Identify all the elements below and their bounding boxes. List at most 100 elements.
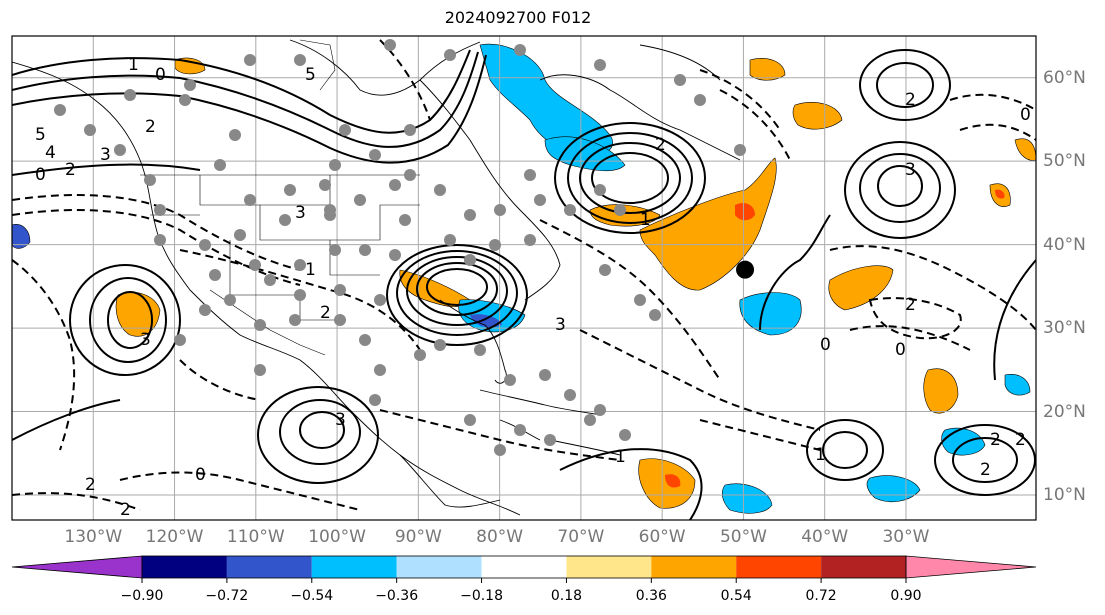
- station-dot: [279, 214, 291, 226]
- station-dot: [489, 239, 501, 251]
- station-dot: [634, 294, 646, 306]
- station-dot: [294, 289, 306, 301]
- colorbar-tick-label: 0.54: [720, 588, 752, 604]
- closed-contour-eastpac-1: [257, 386, 379, 484]
- colorbar-segment: [566, 556, 652, 578]
- shade-blue-far-east-low: [1004, 374, 1031, 396]
- contour-jet-4: [12, 163, 201, 176]
- station-dot: [474, 344, 486, 356]
- contour-label: 2: [120, 500, 131, 520]
- station-dot: [369, 394, 381, 406]
- shade-red-atlantic: [735, 203, 755, 221]
- contour-label: 1: [305, 260, 316, 280]
- colorbar-tick-label: −0.18: [460, 588, 503, 604]
- station-dot: [324, 204, 336, 216]
- station-dot: [414, 349, 426, 361]
- station-dot: [564, 204, 576, 216]
- station-dot: [354, 194, 366, 206]
- closed-contour-southeast-us-4: [416, 262, 498, 316]
- station-dot: [494, 204, 506, 216]
- closed-contour-southeast-us-5: [426, 268, 488, 306]
- contour-label: 2: [145, 117, 156, 137]
- point-marker: [736, 260, 755, 279]
- latitude-label: 50°N: [1043, 151, 1086, 172]
- station-dot: [254, 364, 266, 376]
- longitude-label: 70°W: [557, 527, 605, 547]
- station-dot: [374, 294, 386, 306]
- colorbar-segment: [311, 556, 397, 578]
- station-dot: [369, 149, 381, 161]
- station-dot: [339, 124, 351, 136]
- contour-east-edge: [993, 259, 1036, 381]
- contour-label: 2: [990, 430, 1001, 450]
- station-dot: [249, 259, 261, 271]
- station-dot: [389, 249, 401, 261]
- station-dot: [254, 319, 266, 331]
- closed-contour-tropics-1: [806, 419, 884, 481]
- station-dot: [179, 94, 191, 106]
- colorbar-segment: [821, 556, 906, 578]
- contour-label: 4: [45, 143, 56, 163]
- station-dot: [404, 169, 416, 181]
- contour-label: 2: [980, 460, 991, 480]
- station-dot: [289, 314, 301, 326]
- station-dot: [434, 339, 446, 351]
- shade-orange-greenland: [749, 58, 786, 81]
- closed-contour-southeast-us-1: [386, 244, 528, 346]
- longitude-label: 120°W: [145, 527, 204, 547]
- station-dot: [284, 184, 296, 196]
- contour-label: 5: [305, 65, 316, 85]
- closed-contour-northatl-3: [877, 165, 923, 207]
- station-dot: [514, 44, 526, 56]
- contour-label: 3: [335, 410, 346, 430]
- station-dot: [174, 334, 186, 346]
- shade-red-caribbean: [665, 474, 681, 488]
- contour-label: 3: [100, 145, 111, 165]
- closed-contour-newfoundland-3: [579, 142, 681, 214]
- station-dot: [124, 89, 136, 101]
- longitude-label: 30°W: [882, 527, 930, 547]
- contour-label: 0: [820, 335, 831, 355]
- colorbar-segment: [142, 556, 227, 578]
- station-dot: [464, 414, 476, 426]
- station-dot: [334, 284, 346, 296]
- station-dot: [464, 254, 476, 266]
- station-dot: [534, 194, 546, 206]
- closed-contour-eastpac-3: [299, 411, 345, 449]
- colorbar-extend-low: [11, 555, 143, 579]
- shade-orange-midatlantic-east: [828, 265, 894, 311]
- contour-label: 0: [195, 465, 206, 485]
- station-dot: [404, 124, 416, 136]
- station-dot: [294, 259, 306, 271]
- longitude-label: 40°W: [801, 527, 849, 547]
- closed-contour-southeast-us-2: [396, 250, 518, 336]
- closed-contour-eastatl-1: [934, 424, 1036, 496]
- closed-contour-northatl-2: [859, 153, 941, 223]
- contour-label: 3: [905, 160, 916, 180]
- colorbar-extend-high: [905, 555, 1037, 579]
- shade-orange-atlantic-ne: [639, 157, 777, 291]
- station-dot: [244, 54, 256, 66]
- contour-jet-1: [12, 49, 471, 134]
- station-dot: [564, 389, 576, 401]
- station-dot: [54, 104, 66, 116]
- shade-blue-tropics: [721, 483, 773, 514]
- station-dot: [209, 269, 221, 281]
- colorbar-tick-label: −0.54: [290, 588, 334, 604]
- station-dot: [264, 274, 276, 286]
- station-dot: [234, 229, 246, 241]
- station-dot: [359, 334, 371, 346]
- station-dot: [214, 159, 226, 171]
- latitude-label: 40°N: [1043, 234, 1086, 255]
- colorbar-tick-label: 0.90: [890, 588, 922, 604]
- station-dot: [524, 169, 536, 181]
- shade-orange-alaska: [174, 57, 206, 75]
- closed-contour-eastatl-2: [952, 437, 1018, 483]
- contour-lines-negative: [12, 39, 1036, 511]
- station-dot: [674, 74, 686, 86]
- coastlines: [12, 39, 741, 516]
- station-dot: [444, 49, 456, 61]
- contour-label: 1: [640, 210, 651, 230]
